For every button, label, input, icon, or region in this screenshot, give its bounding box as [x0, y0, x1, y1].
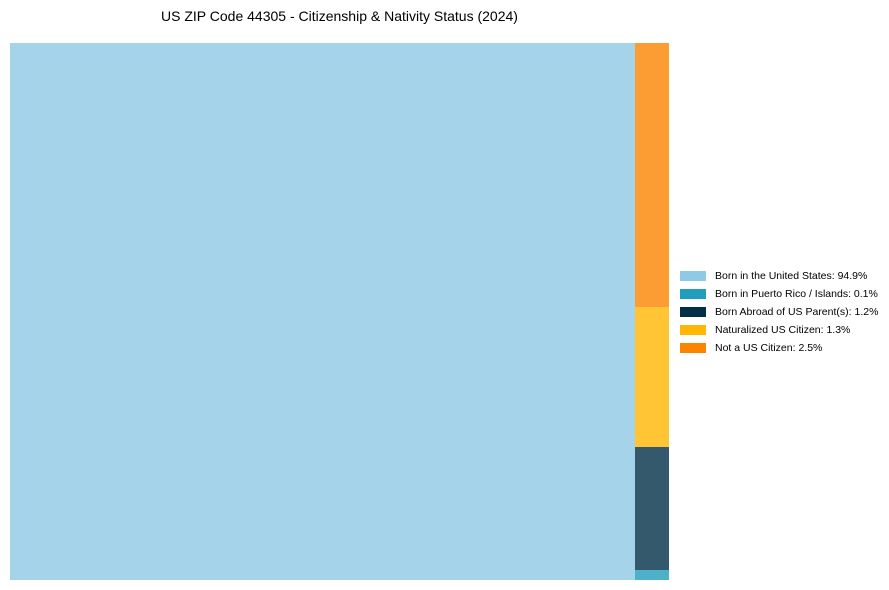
- chart-title: US ZIP Code 44305 - Citizenship & Nativi…: [161, 8, 518, 24]
- tile-born-in-us: [10, 43, 635, 580]
- tile-naturalized-citizen: [635, 307, 669, 447]
- legend-swatch: [680, 307, 706, 317]
- legend-swatch: [680, 271, 706, 281]
- treemap: [10, 43, 669, 580]
- legend-swatch: [680, 289, 706, 299]
- legend-label: Naturalized US Citizen: 1.3%: [715, 324, 851, 336]
- legend-swatch: [680, 343, 706, 353]
- legend-item-naturalized-citizen: Naturalized US Citizen: 1.3%: [680, 321, 878, 339]
- legend-item-born-in-us: Born in the United States: 94.9%: [680, 267, 878, 285]
- legend-item-born-abroad-us-parents: Born Abroad of US Parent(s): 1.2%: [680, 303, 878, 321]
- legend-swatch: [680, 325, 706, 335]
- tile-born-puerto-rico: [635, 570, 669, 580]
- tile-not-us-citizen: [635, 43, 669, 307]
- legend-label: Not a US Citizen: 2.5%: [715, 342, 823, 354]
- legend: Born in the United States: 94.9% Born in…: [680, 267, 878, 357]
- legend-label: Born in Puerto Rico / Islands: 0.1%: [715, 288, 878, 300]
- legend-label: Born in the United States: 94.9%: [715, 270, 868, 282]
- tile-born-abroad-us-parents: [635, 447, 669, 570]
- legend-label: Born Abroad of US Parent(s): 1.2%: [715, 306, 879, 318]
- legend-item-not-us-citizen: Not a US Citizen: 2.5%: [680, 339, 878, 357]
- legend-item-born-puerto-rico: Born in Puerto Rico / Islands: 0.1%: [680, 285, 878, 303]
